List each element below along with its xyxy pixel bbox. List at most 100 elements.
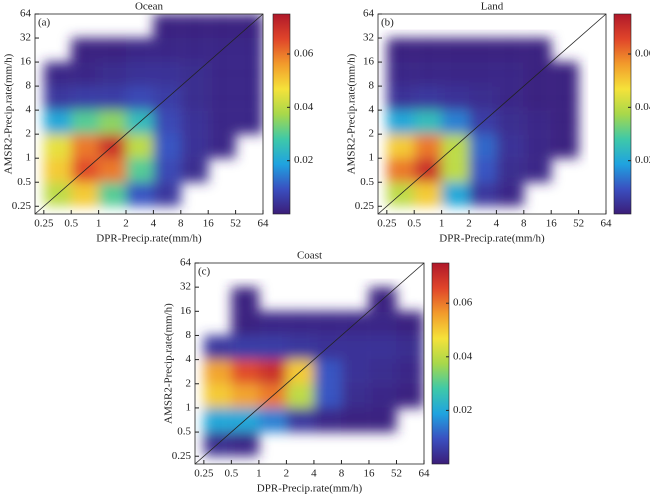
x-tick-label: 64 <box>419 468 431 480</box>
density-cell <box>153 158 181 183</box>
y-tick-label: 4 <box>369 104 375 116</box>
panel: 0.25 0.5 1 2 4 8 16 52 64 0.25 0.5 1 2 4 8 16 32 64 Ocean (… <box>3 1 314 245</box>
density-cell <box>386 38 415 63</box>
y-tick-label: 16 <box>363 56 375 68</box>
density-cell <box>258 407 287 433</box>
density-cell <box>153 110 181 135</box>
density-cell <box>341 407 369 433</box>
y-tick-label: 32 <box>180 281 191 293</box>
density-cell <box>203 407 232 433</box>
density-cell <box>235 38 263 63</box>
density-cell <box>98 158 127 183</box>
density-cell <box>441 86 470 111</box>
density-cell <box>208 14 236 39</box>
density-cell <box>469 38 497 63</box>
density-cell <box>231 359 259 384</box>
x-tick-label: 64 <box>601 218 613 230</box>
x-tick-label: 0.5 <box>64 218 78 230</box>
density-cell <box>368 335 397 360</box>
density-cell <box>368 311 397 336</box>
density-cell <box>313 359 342 384</box>
y-tick-label: 64 <box>363 8 375 20</box>
density-cell <box>208 110 236 135</box>
density-cell <box>496 134 524 159</box>
density-cell <box>231 383 259 408</box>
density-cell <box>414 62 442 87</box>
density-cell <box>126 38 154 63</box>
density-cell <box>98 86 127 111</box>
x-tick-label: 2 <box>466 218 472 230</box>
density-cell <box>98 38 127 63</box>
density-cell <box>231 432 259 457</box>
density-cell <box>153 134 181 159</box>
y-tick-label: 1 <box>369 152 375 164</box>
density-cell <box>313 383 342 408</box>
density-cell <box>98 182 127 207</box>
density-cell <box>523 134 552 159</box>
density-cell <box>126 134 154 159</box>
y-tick-label: 16 <box>180 305 192 317</box>
density-layer <box>386 38 579 207</box>
y-tick-label: 1 <box>26 152 32 164</box>
one-to-one-line <box>377 13 607 215</box>
density-cell <box>469 86 497 111</box>
x-tick-label: 0.25 <box>194 468 214 480</box>
colorbar <box>613 13 632 215</box>
density-cell <box>231 287 259 312</box>
y-tick-label: 32 <box>20 32 31 44</box>
x-tick-label: 1 <box>439 218 445 230</box>
x-tick-label: 0.25 <box>377 218 397 230</box>
density-cell <box>286 311 314 336</box>
panel: 0.25 0.5 1 2 4 8 16 52 64 0.25 0.5 1 2 4 8 16 32 64 Coast (… <box>163 250 473 495</box>
panel-label: (a) <box>38 17 51 29</box>
colorbar-tick-label: 0.06 <box>453 297 473 309</box>
density-cell <box>126 158 154 183</box>
colorbar-tick-label: 0.02 <box>635 154 650 166</box>
y-tick-label: 32 <box>363 32 374 44</box>
density-cell <box>180 38 209 63</box>
x-tick-label: 16 <box>203 218 215 230</box>
x-tick-label: 64 <box>258 218 270 230</box>
density-cell <box>153 14 181 39</box>
y-tick-label: 0.5 <box>177 426 191 438</box>
x-tick-label: 4 <box>494 218 500 230</box>
density-cell <box>414 134 442 159</box>
colorbar-tick-label: 0.02 <box>294 154 313 166</box>
density-layer <box>203 287 424 457</box>
x-tick-label: 2 <box>123 218 129 230</box>
x-tick-label: 8 <box>339 468 345 480</box>
density-cell <box>551 134 579 159</box>
plot-frame <box>377 13 607 215</box>
density-cell <box>386 134 415 159</box>
density-cell <box>43 158 72 183</box>
density-cell <box>286 335 314 360</box>
density-cell <box>341 359 369 384</box>
y-tick-label: 2 <box>369 128 375 140</box>
density-cell <box>551 110 579 135</box>
density-cell <box>153 182 181 207</box>
density-cell <box>313 311 342 336</box>
y-axis-label: AMSR2-Precip.rate(mm/h) <box>163 303 175 424</box>
density-cell <box>43 110 72 135</box>
x-tick-label: 1 <box>256 468 262 480</box>
density-cell <box>441 62 470 87</box>
x-axis-label: DPR-Precip.rate(mm/h) <box>439 233 545 245</box>
density-cell <box>43 62 72 87</box>
y-tick-label: 16 <box>20 56 32 68</box>
colorbar-tick-label: 0.04 <box>635 101 650 113</box>
density-cell <box>523 110 552 135</box>
density-cell <box>71 62 99 87</box>
density-cell <box>368 359 397 384</box>
y-tick-label: 2 <box>26 128 32 140</box>
y-tick-label: 1 <box>186 401 192 413</box>
density-cell <box>203 359 232 384</box>
colorbar-tick-label: 0.04 <box>294 101 314 113</box>
density-cell <box>368 407 397 433</box>
density-cell <box>235 62 263 87</box>
x-tick-label: 4 <box>311 468 317 480</box>
density-cell <box>386 110 415 135</box>
density-cell <box>98 110 127 135</box>
density-cell <box>368 383 397 408</box>
y-tick-label: 8 <box>26 80 32 92</box>
x-tick-label: 0.25 <box>34 218 54 230</box>
